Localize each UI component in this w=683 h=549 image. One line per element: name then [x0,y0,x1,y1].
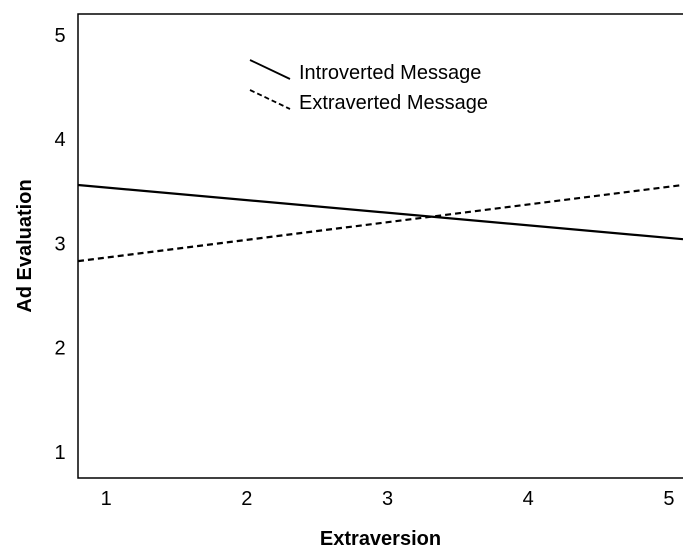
x-axis-title: Extraversion [320,528,441,549]
x-tick-label: 4 [523,488,534,510]
x-tick-label: 5 [663,488,674,510]
x-axis-ticks: 1 2 3 4 5 [101,488,675,510]
x-tick-label: 3 [382,488,393,510]
legend-swatch [249,59,291,80]
legend-swatch [249,89,291,110]
plot-frame-line [77,13,683,479]
series-lines [77,183,683,263]
x-tick-label: 1 [101,488,112,510]
y-tick-label: 1 [54,442,65,464]
y-axis-title: Ad Evaluation [14,179,36,312]
y-tick-label: 2 [54,338,65,360]
legend: Introverted Message Extraverted Message [249,59,488,114]
series-line-extraverted [77,183,683,263]
y-tick-label: 3 [54,233,65,255]
legend-label: Introverted Message [299,62,481,84]
plot-frame [77,13,683,479]
legend-label: Extraverted Message [299,92,488,114]
y-tick-label: 4 [54,129,65,151]
y-axis-ticks: 1 2 3 4 5 [54,25,65,464]
y-tick-label: 5 [54,25,65,47]
x-tick-label: 2 [241,488,252,510]
series-line-introverted [77,183,683,241]
